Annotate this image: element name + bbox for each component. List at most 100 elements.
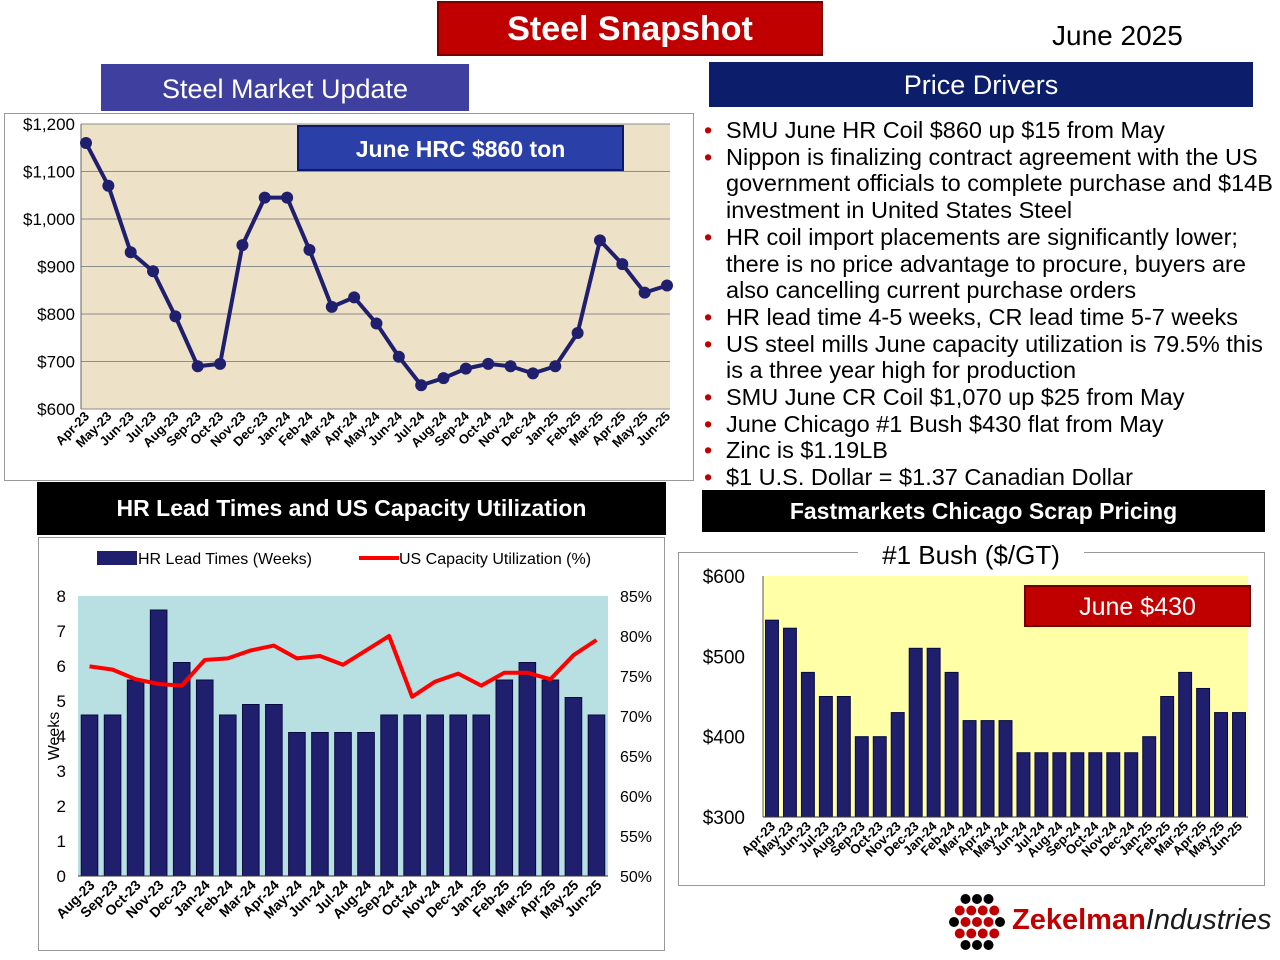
scrap-header: Fastmarkets Chicago Scrap Pricing [702, 490, 1265, 532]
logo-dot [983, 917, 994, 927]
lead-time-bar [357, 732, 375, 877]
lead-time-bar [149, 609, 168, 877]
y-tick-label: $300 [703, 808, 745, 829]
logo-dot [972, 917, 982, 927]
page-title: Steel Snapshot [437, 1, 823, 56]
hrc-point [214, 357, 227, 370]
scrap-price-bar [962, 720, 977, 818]
scrap-price-bar [980, 720, 995, 818]
logo-name: Zekelman [1012, 904, 1146, 936]
y2-tick-label: 55% [620, 829, 652, 846]
scrap-price-bar [1214, 712, 1229, 818]
lead-time-bar [195, 679, 214, 877]
logo-dot [960, 917, 971, 927]
scrap-price-bar [872, 736, 887, 818]
scrap-price-bar [818, 696, 833, 818]
logo-dot [960, 894, 971, 904]
scrap-price-bar [782, 627, 797, 818]
logo-dot [983, 940, 994, 950]
y2-tick-label: 85% [620, 589, 652, 606]
scrap-price-bar [1070, 752, 1085, 818]
scrap-price-bar [1052, 752, 1067, 818]
logo-dot [977, 905, 988, 916]
legend-line-label: US Capacity Utilization (%) [399, 551, 591, 568]
hrc-point [169, 310, 182, 323]
logo-dot [995, 917, 1005, 927]
scrap-price-bar [1142, 736, 1157, 818]
price-driver-item: Nippon is finalizing contract agreement … [700, 144, 1275, 224]
lead-time-bar [242, 704, 260, 877]
scrap-price-bar [944, 671, 959, 818]
scrap-price-bar [836, 696, 851, 818]
scrap-price-bar [1160, 696, 1175, 818]
price-driver-item: US steel mills June capacity utilization… [700, 331, 1275, 384]
lead-time-bar [587, 714, 606, 877]
y-tick-label: 5 [57, 692, 66, 711]
hrc-point [415, 379, 428, 392]
hrc-point [102, 179, 115, 192]
y-tick-label: 1 [57, 832, 66, 851]
y-tick-label: $700 [37, 353, 75, 372]
lead-time-bar [426, 714, 444, 877]
lead-time-bar [449, 714, 468, 877]
hrc-point [504, 360, 517, 373]
hrc-point [325, 300, 338, 313]
hrc-point [124, 246, 137, 259]
lead-time-bar [518, 662, 537, 877]
hrc-point [482, 357, 495, 370]
hrc-point [437, 372, 450, 385]
price-drivers-list: SMU June HR Coil $860 up $15 from MayNip… [700, 117, 1275, 491]
lead-time-bar [403, 714, 421, 877]
scrap-callout: June $430 [1024, 585, 1251, 627]
scrap-chart-title: #1 Bush ($/GT) [858, 538, 1084, 572]
hrc-point [236, 239, 249, 252]
price-driver-item: $1 U.S. Dollar = $1.37 Canadian Dollar [700, 464, 1275, 491]
logo-dot [989, 928, 1000, 939]
report-date: June 2025 [1052, 20, 1183, 51]
lead-time-bar [80, 714, 99, 877]
y-tick-label: 2 [57, 797, 66, 816]
lead-time-bar [218, 714, 237, 877]
y-tick-label: $500 [703, 647, 745, 668]
scrap-price-bar [1196, 687, 1211, 818]
hrc-chart-panel: $600 $700 $800 $900 $1,000 $1,100 $1,200 Apr-23… [4, 113, 694, 481]
logo-dot [949, 917, 959, 927]
hrc-point [258, 191, 271, 204]
price-driver-item: HR coil import placements are significan… [700, 224, 1275, 304]
lead-time-bar [495, 679, 514, 877]
logo-dot [966, 905, 977, 916]
hrc-point [303, 243, 316, 256]
y-tick-label: 3 [57, 762, 66, 781]
logo-suffix: Industries [1145, 904, 1272, 936]
lead-chart-panel: HR Lead Times (Weeks) US Capacity Utiliza… [38, 537, 665, 951]
scrap-price-bar [1178, 671, 1193, 818]
scrap-price-bar [908, 647, 923, 818]
hrc-point [549, 360, 562, 373]
y-tick-label: 6 [57, 657, 66, 676]
y-axis-label: Weeks [46, 712, 63, 761]
lead-time-bar [334, 732, 352, 877]
y2-tick-label: 80% [620, 629, 652, 646]
logo-dot [954, 928, 965, 939]
scrap-price-bar [765, 619, 779, 818]
price-driver-item: SMU June CR Coil $1,070 up $25 from May [700, 384, 1275, 411]
logo-dot [960, 940, 971, 950]
logo-dot [972, 940, 982, 950]
y-tick-label: $400 [703, 728, 745, 749]
price-driver-item: HR lead time 4-5 weeks, CR lead time 5-7… [700, 304, 1275, 331]
logo-wordmark: ZekelmanIndustries [1012, 904, 1272, 937]
logo-dot [966, 928, 977, 939]
hrc-point [370, 317, 383, 330]
y2-tick-label: 70% [620, 709, 652, 726]
y-tick-label: $1,200 [23, 115, 75, 134]
logo-dot [954, 905, 965, 916]
hrc-point [80, 137, 92, 149]
y2-tick-label: 65% [620, 749, 652, 766]
lead-time-bar [311, 732, 329, 877]
y-tick-label: $1,000 [23, 210, 75, 229]
scrap-price-bar [890, 712, 905, 818]
scrap-price-bar [1124, 752, 1139, 818]
y2-tick-label: 75% [620, 669, 652, 686]
lead-time-bar [103, 714, 122, 877]
capacity-line [89, 634, 598, 699]
